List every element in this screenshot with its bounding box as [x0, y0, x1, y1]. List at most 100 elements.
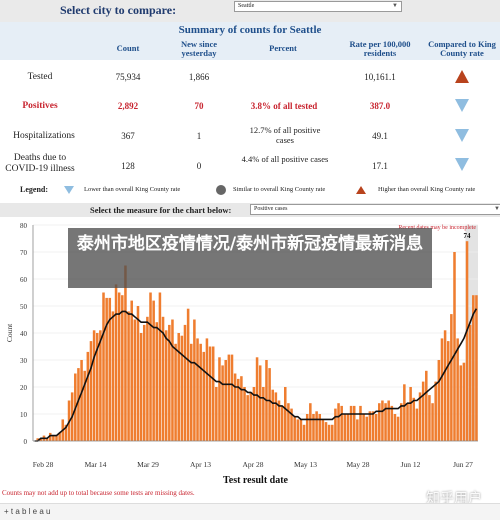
x-tick-label: Mar 14	[85, 460, 107, 469]
bar	[337, 403, 340, 441]
bar	[293, 416, 296, 441]
bar	[258, 365, 262, 441]
bar	[321, 419, 325, 441]
bar	[111, 311, 115, 441]
bar	[459, 365, 463, 441]
bar	[39, 438, 43, 441]
bar	[236, 378, 240, 441]
bar	[387, 400, 390, 441]
legend-lower-text: Lower than overall King County rate	[84, 186, 181, 193]
lower-triangle-icon	[455, 99, 469, 112]
bar	[412, 397, 416, 441]
row-new: 1	[196, 131, 202, 141]
bar	[205, 338, 209, 441]
row-percent: 4.4% of all positive cases	[241, 154, 329, 164]
higher-triangle-icon	[455, 70, 469, 83]
bar	[371, 411, 375, 441]
y-axis-title: Count	[5, 323, 14, 342]
bar	[211, 346, 215, 441]
higher-legend-icon	[356, 186, 366, 194]
bar	[127, 311, 130, 441]
bar	[475, 295, 478, 441]
legend-similar-text: Similar to overall King County rate	[233, 186, 326, 193]
bar	[136, 306, 140, 441]
y-tick-label: 60	[20, 276, 28, 284]
bar	[89, 341, 93, 441]
bar	[359, 405, 362, 441]
bar	[80, 360, 83, 441]
city-select-value: Seattle	[238, 3, 255, 9]
bar	[393, 414, 397, 441]
bar	[462, 362, 466, 441]
x-tick-label: May 28	[346, 460, 369, 469]
bar	[183, 324, 187, 441]
bar	[284, 387, 287, 441]
bar	[384, 403, 387, 441]
bar	[168, 324, 171, 441]
bar	[453, 252, 456, 441]
bar	[374, 414, 378, 441]
bar	[149, 292, 152, 441]
bar	[340, 405, 343, 441]
moving-average-line	[34, 308, 478, 442]
bar	[324, 422, 328, 441]
measure-selector-bar: Select the measure for the chart below: …	[0, 203, 500, 217]
lower-legend-icon	[64, 186, 74, 194]
bar	[233, 373, 237, 441]
x-axis-title: Test result date	[223, 475, 289, 486]
bar	[121, 295, 124, 441]
city-select-dropdown[interactable]: Seattle ▼	[234, 1, 402, 12]
bar	[83, 370, 86, 441]
bar	[365, 416, 369, 441]
row-label: Tested	[27, 72, 53, 82]
measure-select-value: Positive cases	[254, 206, 288, 212]
bar	[421, 381, 425, 441]
summary-row-tested: Tested 75,934 1,866 10,161.1	[0, 68, 500, 88]
bar	[105, 297, 108, 441]
header-rate: Rate per 100,000 residents	[349, 39, 411, 58]
bar	[331, 424, 334, 441]
bar	[390, 405, 394, 441]
bar	[249, 392, 253, 441]
bar	[243, 387, 246, 441]
bar	[218, 357, 221, 441]
y-tick-label: 40	[20, 330, 28, 338]
bar	[356, 419, 359, 441]
chevron-down-icon: ▼	[494, 206, 500, 212]
bar	[287, 403, 290, 441]
bar	[208, 346, 212, 441]
summary-row-hospitalizations: Hospitalizations 367 1 12.7% of all posi…	[0, 124, 500, 148]
measure-select-dropdown[interactable]: Positive cases ▼	[250, 204, 500, 215]
overlay-banner: 泰州市地区疫情情况/泰州市新冠疫情最新消息	[68, 228, 432, 288]
bar	[431, 403, 434, 441]
bar	[48, 432, 52, 441]
bar	[86, 351, 90, 441]
legend-higher-text: Higher than overall King County rate	[378, 186, 476, 193]
bar	[130, 300, 133, 441]
bar	[399, 403, 403, 441]
tableau-logo[interactable]: + t a b l e a u	[4, 507, 51, 516]
bar	[296, 419, 300, 441]
y-tick-label: 20	[20, 384, 28, 392]
bar	[362, 414, 365, 441]
bar	[302, 424, 306, 441]
bar	[52, 435, 55, 441]
bar	[36, 438, 39, 441]
bar	[428, 395, 431, 441]
bar	[221, 365, 224, 441]
x-tick-label: Jun 27	[453, 460, 473, 469]
bar	[64, 424, 68, 441]
recent-dates-annotation: Recent dates may be incomplete	[398, 225, 476, 231]
bar	[406, 403, 409, 441]
bar	[327, 424, 331, 441]
y-tick-label: 30	[20, 357, 28, 365]
lower-triangle-icon	[455, 158, 469, 171]
bar	[440, 338, 444, 441]
bar	[450, 314, 453, 441]
bar	[124, 265, 127, 441]
summary-title: Summary of counts for Seattle	[178, 24, 322, 36]
row-new: 0	[196, 161, 202, 171]
row-rate: 387.0	[369, 101, 391, 111]
header-percent: Percent	[269, 43, 297, 53]
x-tick-label: Feb 28	[33, 460, 54, 469]
